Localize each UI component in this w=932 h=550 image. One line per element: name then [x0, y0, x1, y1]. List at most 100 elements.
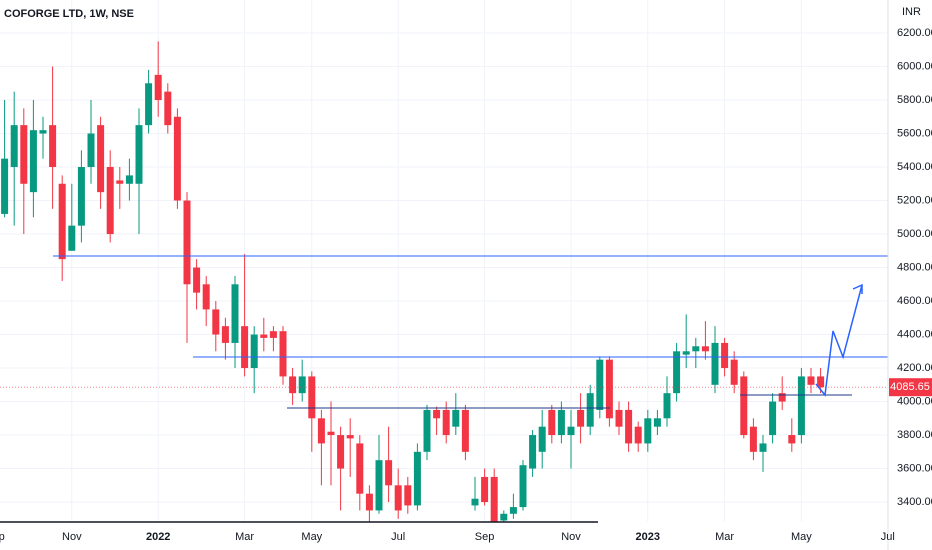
x-tick-label: Jul — [881, 531, 895, 543]
candle-body — [538, 426, 546, 452]
candle-body — [269, 331, 277, 338]
candle-body — [701, 346, 709, 352]
candle-body — [289, 376, 297, 394]
y-tick-label: 4600.00 — [897, 295, 932, 307]
candle-body — [241, 326, 249, 369]
candle-body — [797, 376, 805, 436]
x-tick-label: Nov — [62, 531, 82, 543]
candle-body — [173, 116, 181, 201]
candle-body — [778, 393, 786, 402]
candle-body — [557, 409, 565, 436]
candle-body — [740, 376, 748, 436]
y-tick-label: 6000.00 — [897, 60, 932, 72]
y-tick-label: 5400.00 — [897, 161, 932, 173]
candle-body — [279, 331, 287, 377]
candle-body — [615, 409, 623, 427]
candle-body — [490, 476, 498, 523]
candle-body — [423, 409, 431, 452]
candle-body — [10, 125, 18, 168]
candle-body — [317, 418, 325, 444]
y-tick-label: 5600.00 — [897, 127, 932, 139]
last-price-box — [889, 378, 932, 397]
candle-body — [327, 431, 335, 436]
x-tick-label: Jul — [391, 531, 405, 543]
candle-body — [442, 409, 450, 436]
x-tick-label: May — [301, 531, 322, 543]
candle-body — [730, 359, 738, 385]
y-tick-label: 4200.00 — [897, 362, 932, 374]
last-price-label: 4085.65 — [890, 381, 930, 393]
drawings — [0, 255, 888, 523]
candle-body — [1, 158, 9, 214]
candle-body — [116, 180, 124, 184]
candle-body — [586, 393, 594, 427]
y-tick-label: 3800.00 — [897, 429, 932, 441]
y-tick-label: 5000.00 — [897, 228, 932, 240]
candle-body — [97, 125, 105, 193]
candle-body — [337, 435, 345, 469]
candle-body — [135, 125, 143, 184]
candle-body — [481, 476, 489, 503]
candle-body — [807, 376, 815, 385]
candle-body — [759, 443, 767, 452]
candle-body — [154, 74, 162, 101]
candle-body — [749, 426, 757, 452]
candle-body — [77, 167, 85, 226]
candle-body — [529, 435, 537, 469]
candle-body — [308, 376, 316, 419]
candle-body — [625, 409, 633, 444]
candle-body — [164, 91, 172, 126]
x-tick-label: 2022 — [146, 531, 170, 543]
candle-body — [433, 409, 441, 419]
y-tick-label: 3400.00 — [897, 496, 932, 508]
candle-body — [634, 426, 642, 444]
candle-body — [817, 376, 825, 388]
candle-body — [519, 465, 527, 508]
candle-body — [721, 342, 729, 369]
x-tick-label: May — [791, 531, 812, 543]
candle-body — [769, 401, 777, 436]
candle-body — [673, 351, 681, 394]
candle-body — [682, 351, 690, 355]
candle-body — [125, 175, 133, 184]
candle-body — [193, 267, 201, 293]
candle-body — [346, 435, 354, 439]
candle-body — [596, 359, 604, 410]
candle-body — [375, 460, 383, 511]
candle-body — [394, 485, 402, 511]
candle-body — [788, 435, 796, 444]
candle-body — [221, 326, 229, 343]
candle-body — [260, 334, 268, 338]
candle-body — [298, 376, 306, 394]
candle-body — [68, 225, 76, 251]
candle-body — [202, 284, 210, 310]
candles — [1, 41, 825, 523]
candle-body — [413, 451, 421, 506]
candle-body — [509, 507, 517, 514]
candle-body — [692, 346, 700, 352]
candle-body — [212, 309, 220, 335]
candle-body — [250, 334, 258, 369]
candle-body — [567, 426, 575, 436]
y-tick-label: 5200.00 — [897, 194, 932, 206]
x-tick-label: Mar — [715, 531, 734, 543]
candle-body — [577, 409, 585, 427]
candle-body — [404, 485, 412, 506]
x-tick-label: Nov — [561, 531, 581, 543]
y-tick-label: 3600.00 — [897, 462, 932, 474]
x-tick-label: Mar — [235, 531, 254, 543]
candle-body — [106, 167, 114, 235]
y-tick-label: 5800.00 — [897, 94, 932, 106]
candle-body — [385, 460, 393, 486]
candle-body — [663, 393, 671, 419]
arrow-head — [852, 283, 863, 294]
x-tick-label: 2023 — [636, 531, 660, 543]
candle-body — [605, 359, 613, 419]
x-tick-label: Sep — [0, 531, 5, 543]
x-tick-label: Sep — [475, 531, 495, 543]
candle-body — [548, 409, 556, 436]
y-tick-label: 6200.00 — [897, 27, 932, 39]
candle-body — [145, 83, 153, 126]
